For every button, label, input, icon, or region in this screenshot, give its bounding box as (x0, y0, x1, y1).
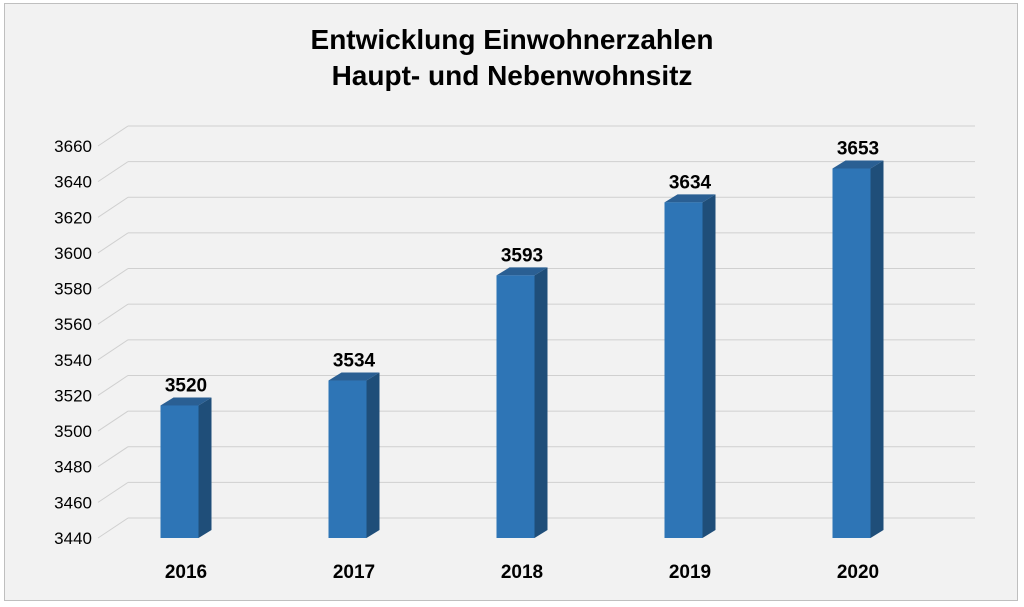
y-tick-label: 3500 (54, 422, 92, 441)
y-tick-label: 3520 (54, 386, 92, 405)
gridline-depth (97, 339, 129, 361)
y-tick-label: 3620 (54, 208, 92, 227)
gridline-depth (97, 481, 129, 503)
gridline-depth (97, 446, 129, 468)
bar-top (664, 194, 716, 203)
y-tick-label: 3580 (54, 280, 92, 299)
bar (160, 405, 199, 538)
bar-top (496, 267, 548, 276)
data-label: 3534 (333, 351, 376, 372)
gridline-depth (97, 161, 129, 183)
x-axis-categories: 2016 2017 2018 2019 2020 (165, 562, 879, 583)
y-tick-label: 3640 (54, 173, 92, 192)
gridline-depth (97, 303, 129, 325)
data-labels: 3520 3534 3593 3634 3653 (165, 138, 879, 396)
gridline-depth (97, 268, 129, 289)
data-label: 3593 (501, 245, 543, 266)
x-category-label: 2018 (501, 562, 543, 583)
y-tick-label: 3440 (54, 529, 92, 548)
y-axis-ticks: 3440 3460 3480 3500 3520 3540 3560 3580 3600 3620… (54, 137, 92, 548)
bar (664, 202, 703, 538)
data-label: 3653 (837, 138, 879, 159)
y-tick-label: 3600 (54, 244, 92, 263)
gridline-depth (97, 517, 129, 539)
gridline-depth (97, 375, 129, 396)
y-tick-label: 3540 (54, 351, 92, 370)
y-tick-label: 3560 (54, 315, 92, 334)
bar-side (534, 267, 548, 538)
bar-top (328, 372, 380, 381)
bar (832, 168, 871, 539)
y-tick-label: 3460 (54, 493, 92, 512)
bars (160, 160, 884, 539)
y-tick-label: 3480 (54, 458, 92, 477)
bar-side (366, 372, 380, 538)
x-category-label: 2019 (669, 562, 711, 583)
data-label: 3520 (165, 375, 207, 396)
bar-side (198, 397, 212, 538)
data-label: 3634 (669, 172, 712, 193)
bar-top (832, 160, 884, 169)
x-category-label: 2020 (837, 562, 879, 583)
x-category-label: 2017 (333, 562, 375, 583)
bar-top (160, 397, 212, 406)
gridline-depth (97, 196, 129, 218)
bar-side (702, 194, 716, 538)
y-tick-label: 3660 (54, 137, 92, 156)
chart-subtitle: Haupt- und Nebenwohnsitz (331, 60, 693, 91)
x-category-label: 2016 (165, 562, 207, 583)
gridline-depth (97, 232, 129, 254)
bar (496, 275, 535, 538)
bar (328, 380, 367, 538)
gridline-depth (97, 410, 129, 432)
gridline-depth (97, 125, 129, 147)
chart-title: Entwicklung Einwohnerzahlen (310, 24, 714, 55)
bar-side (870, 160, 884, 539)
